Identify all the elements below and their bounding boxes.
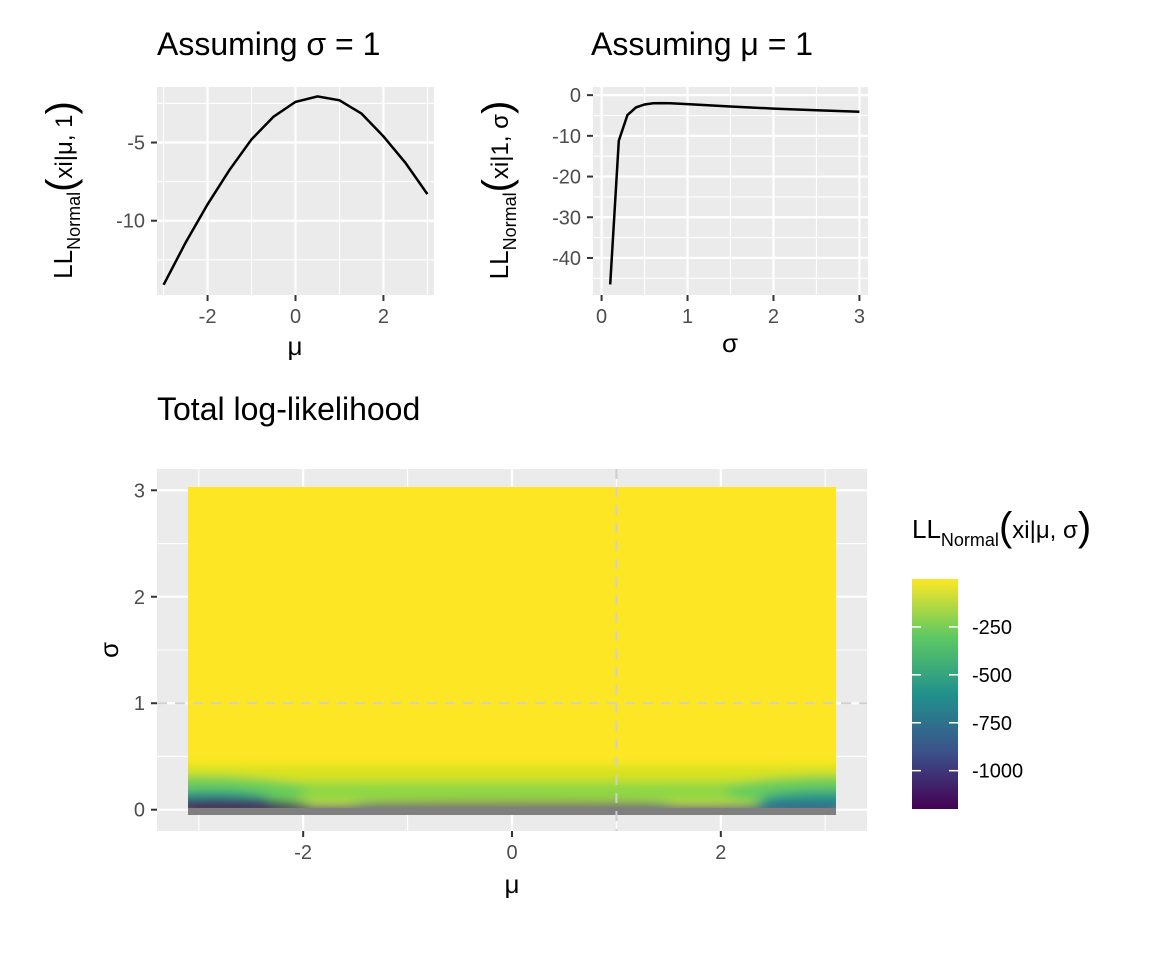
y-axis-label-3: σ: [94, 642, 124, 658]
axis-ticks-1: -2 0 2 -5 -10: [116, 133, 389, 328]
x-tick-label: 1: [682, 306, 693, 328]
y-tick-label: -5: [127, 133, 145, 155]
axis-ticks-3: -2 0 2 0 1 2 3: [134, 480, 727, 864]
legend-ticks: -250 -500 -750 -1000: [912, 617, 1023, 783]
panel-total-ll: Total log-likelihood -2 0 2 0 1 2 3 μ σ: [94, 391, 1091, 899]
color-legend: LLNormal(xi|μ, σ) -250 -500 -750 -1000: [912, 505, 1091, 809]
legend-tick-label: -500: [972, 665, 1012, 687]
y-tick-label: 3: [134, 480, 145, 502]
title-total-ll: Total log-likelihood: [157, 391, 420, 427]
y-tick-label: -10: [116, 211, 145, 233]
title-sigma-fixed: Assuming σ = 1: [157, 26, 380, 62]
title-mu-fixed: Assuming μ = 1: [591, 26, 813, 62]
legend-title-sub: Normal: [941, 530, 999, 550]
x-axis-label-3: μ: [505, 869, 520, 899]
y-label-2-sub: Normal: [500, 192, 520, 250]
y-label-1-arg: xi|μ, 1: [51, 114, 78, 178]
x-tick-label: 0: [506, 842, 517, 864]
y-tick-label: -20: [552, 167, 581, 189]
x-axis-label-1: μ: [288, 331, 303, 361]
x-tick-label: 2: [378, 306, 389, 328]
y-tick-label: -40: [552, 248, 581, 270]
panel-mu-fixed: Assuming μ = 1 0 1 2 3 0 -10 -20 -30 -40 σ LLNor…: [475, 26, 868, 358]
y-tick-label: 0: [134, 800, 145, 822]
curve-ll-vs-sigma: [608, 101, 860, 285]
x-tick-label: -2: [199, 306, 217, 328]
y-tick-label: -30: [552, 207, 581, 229]
y-axis-label-2: LLNormal(xi|1, σ): [475, 101, 520, 280]
x-tick-label: 2: [768, 306, 779, 328]
grid-2: [593, 87, 868, 295]
x-axis-label-2: σ: [722, 328, 738, 358]
y-tick-label: 1: [134, 693, 145, 715]
y-tick-label: 0: [570, 85, 581, 107]
y-label-1-main: LL: [48, 250, 78, 279]
x-tick-label: 2: [715, 842, 726, 864]
svg-text:LLNormal(xi|1, σ): LLNormal(xi|1, σ): [475, 101, 520, 280]
legend-colorbar: [912, 579, 958, 809]
heatmap-na-row: [188, 808, 836, 815]
legend-title-main: LL: [912, 514, 941, 544]
x-tick-label: -2: [294, 842, 312, 864]
x-tick-label: 0: [290, 306, 301, 328]
svg-text:LLNormal(xi|μ, 1): LLNormal(xi|μ, 1): [39, 101, 84, 279]
axis-ticks-2: 0 1 2 3 0 -10 -20 -30 -40: [552, 85, 865, 328]
y-axis-label-1: LLNormal(xi|μ, 1): [39, 101, 84, 279]
legend-tick-label: -250: [972, 617, 1012, 639]
curve-ll-vs-mu: [162, 95, 429, 286]
legend-title-arg: xi|μ, σ: [1012, 517, 1078, 544]
legend-title: LLNormal(xi|μ, σ): [912, 505, 1091, 550]
panel-sigma-fixed: Assuming σ = 1 -2 0 2 -5 -10 μ LLNormal(xi|μ…: [39, 26, 434, 361]
heatmap-base: [188, 487, 836, 815]
legend-tick-label: -750: [972, 713, 1012, 735]
x-tick-label: 3: [854, 306, 865, 328]
x-tick-label: 0: [596, 306, 607, 328]
y-label-2-main: LL: [484, 250, 514, 279]
y-label-2-arg: xi|1, σ: [487, 114, 514, 179]
y-label-1-sub: Normal: [64, 192, 84, 250]
heatmap-tiles: [188, 487, 836, 815]
y-tick-label: 2: [134, 587, 145, 609]
y-tick-label: -10: [552, 126, 581, 148]
legend-tick-label: -1000: [972, 761, 1023, 783]
